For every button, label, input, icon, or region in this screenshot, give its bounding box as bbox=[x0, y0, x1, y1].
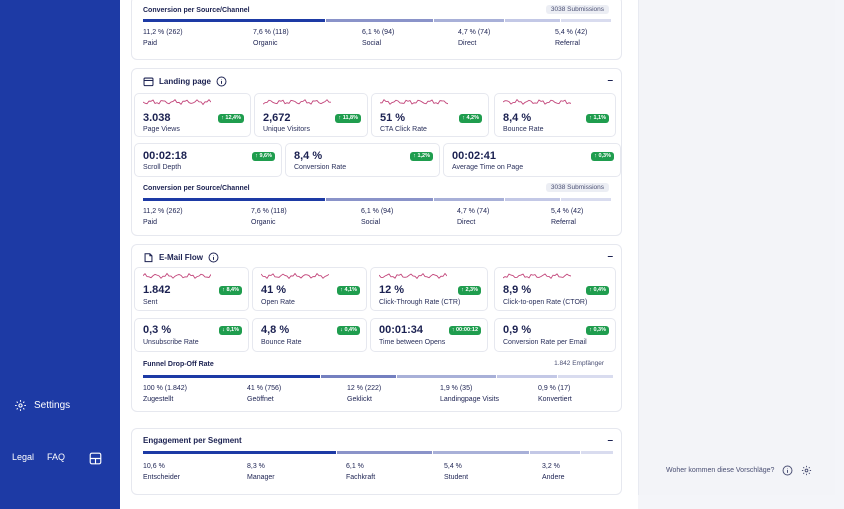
suggestion-footer: Woher kommen diese Vorschläge? bbox=[666, 465, 812, 476]
sparkline bbox=[503, 98, 571, 105]
stat-referral: 5,4 % (42) Referral bbox=[551, 208, 584, 226]
sparkline bbox=[379, 272, 447, 280]
source-bar bbox=[143, 19, 611, 22]
card-header: E-Mail Flow bbox=[143, 252, 219, 263]
sparkline bbox=[263, 99, 331, 105]
stat-organic: 7,6 % (118) Organic bbox=[251, 208, 287, 226]
kpi-conversion-rate: 8,4 % ↑ 1,2% Conversion Rate bbox=[285, 143, 440, 177]
stat-landingpage-visits: 1,9 % (35) Landingpage Visits bbox=[440, 385, 500, 403]
stat-referral: 5,4 % (42) Referral bbox=[555, 29, 588, 47]
settings-label: Settings bbox=[34, 400, 71, 411]
kpi-open-rate: 41 % ↑ 4,1% Open Rate bbox=[252, 267, 367, 311]
gear-icon[interactable] bbox=[801, 465, 812, 476]
landing-page-card: Landing page – 3.038 ↑ 12,4% Page Views 2,… bbox=[131, 68, 622, 236]
gear-icon bbox=[15, 400, 26, 411]
segment-card: Engagement per Segment – 10,6 % Entscheid… bbox=[131, 428, 622, 495]
kpi-page-views: 3.038 ↑ 12,4% Page Views bbox=[134, 93, 251, 137]
section-title: Conversion per Source/Channel bbox=[143, 185, 250, 192]
kpi-ctor: 8,9 % ↑ 0,4% Click-to-open Rate (CTOR) bbox=[494, 267, 616, 311]
section-title: Funnel Drop-Off Rate bbox=[143, 361, 214, 368]
source-bar bbox=[143, 198, 611, 201]
stat-entscheider: 10,6 % Entscheider bbox=[143, 463, 180, 481]
sidebar: Settings Legal FAQ bbox=[0, 0, 120, 509]
submissions-pill: 3038 Submissions bbox=[545, 5, 609, 14]
kpi-sent: 1.842 ↑ 8,4% Sent bbox=[134, 267, 249, 311]
info-icon[interactable] bbox=[208, 252, 219, 263]
suggestions-panel bbox=[638, 0, 835, 495]
stat-manager: 8,3 % Manager bbox=[247, 463, 275, 481]
kpi-bounce-rate: 8,4 % ↑ 1,1% Bounce Rate bbox=[494, 93, 616, 137]
stat-konvertiert: 0,9 % (17) Konvertiert bbox=[538, 385, 572, 403]
stat-geklickt: 12 % (222) Geklickt bbox=[347, 385, 382, 403]
segment-bar bbox=[143, 451, 614, 454]
kpi-cta-click-rate: 51 % ↑ 4,2% CTA Click Rate bbox=[371, 93, 489, 137]
kpi-unique-visitors: 2,672 ↑ 11,8% Unique Visitors bbox=[254, 93, 368, 137]
mail-icon bbox=[144, 253, 153, 263]
stat-social: 6,1 % (94) Social bbox=[361, 208, 394, 226]
collapse-sidebar-icon[interactable] bbox=[89, 452, 102, 465]
card-header: Landing page bbox=[143, 76, 227, 87]
stat-fachkraft: 6,1 % Fachkraft bbox=[346, 463, 376, 481]
faq-link[interactable]: FAQ bbox=[47, 452, 66, 462]
collapse-button[interactable]: – bbox=[607, 75, 613, 86]
stat-direct: 4,7 % (74) Direct bbox=[457, 208, 490, 226]
sparkline bbox=[380, 99, 448, 105]
kpi-average-time: 00:02:41 ↑ 0,3% Average Time on Page bbox=[443, 143, 621, 177]
kpi-email-bounce-rate: 4,8 % ↓ 0,4% Bounce Rate bbox=[252, 318, 367, 352]
sparkline bbox=[143, 272, 211, 279]
collapse-button[interactable]: – bbox=[607, 435, 613, 446]
info-icon[interactable] bbox=[216, 76, 227, 87]
card-title: E-Mail Flow bbox=[159, 253, 203, 262]
settings-link[interactable]: Settings bbox=[14, 399, 70, 412]
suggestion-question[interactable]: Woher kommen diese Vorschläge? bbox=[666, 467, 775, 474]
sparkline bbox=[143, 99, 211, 106]
submissions-pill: 3038 Submissions bbox=[545, 183, 609, 192]
card-title: Landing page bbox=[159, 77, 211, 86]
kpi-time-between-opens: 00:01:34 ↑ 00:00:12 Time between Opens bbox=[370, 318, 488, 352]
kpi-unsubscribe-rate: 0,3 % ↓ 0,1% Unsubscribe Rate bbox=[134, 318, 249, 352]
stat-organic: 7,6 % (118) Organic bbox=[253, 29, 289, 47]
email-flow-card: E-Mail Flow – 1.842 ↑ 8,4% Sent 41 % ↑ 4,1%… bbox=[131, 244, 622, 412]
kpi-ctr: 12 % ↑ 2,3% Click-Through Rate (CTR) bbox=[370, 267, 488, 311]
sparkline bbox=[261, 272, 329, 280]
stat-student: 5,4 % Student bbox=[444, 463, 469, 481]
kpi-scroll-depth: 00:02:18 ↑ 9,6% Scroll Depth bbox=[134, 143, 282, 177]
stat-paid: 11,2 % (262) Paid bbox=[143, 29, 183, 47]
stat-andere: 3,2 % Andere bbox=[542, 463, 565, 481]
section-title: Conversion per Source/Channel bbox=[143, 7, 250, 14]
stat-social: 6,1 % (94) Social bbox=[362, 29, 395, 47]
source-conversion-card: Conversion per Source/Channel 3038 Submi… bbox=[131, 0, 622, 60]
browser-icon bbox=[143, 77, 154, 87]
recipients-count: 1.842 Empfänger bbox=[554, 360, 604, 367]
stat-direct: 4,7 % (74) Direct bbox=[458, 29, 491, 47]
stat-zugestellt: 100 % (1.842) Zugestellt bbox=[143, 385, 187, 403]
info-icon[interactable] bbox=[782, 465, 793, 476]
stat-geoeffnet: 41 % (756) Geöffnet bbox=[247, 385, 282, 403]
kpi-conversion-per-email: 0,9 % ↑ 0,3% Conversion Rate per Email bbox=[494, 318, 616, 352]
sparkline bbox=[503, 273, 571, 280]
collapse-button[interactable]: – bbox=[607, 251, 613, 262]
legal-link[interactable]: Legal bbox=[12, 452, 35, 462]
stat-paid: 11,2 % (262) Paid bbox=[143, 208, 183, 226]
funnel-bar bbox=[143, 375, 613, 378]
card-title: Engagement per Segment bbox=[143, 436, 242, 445]
